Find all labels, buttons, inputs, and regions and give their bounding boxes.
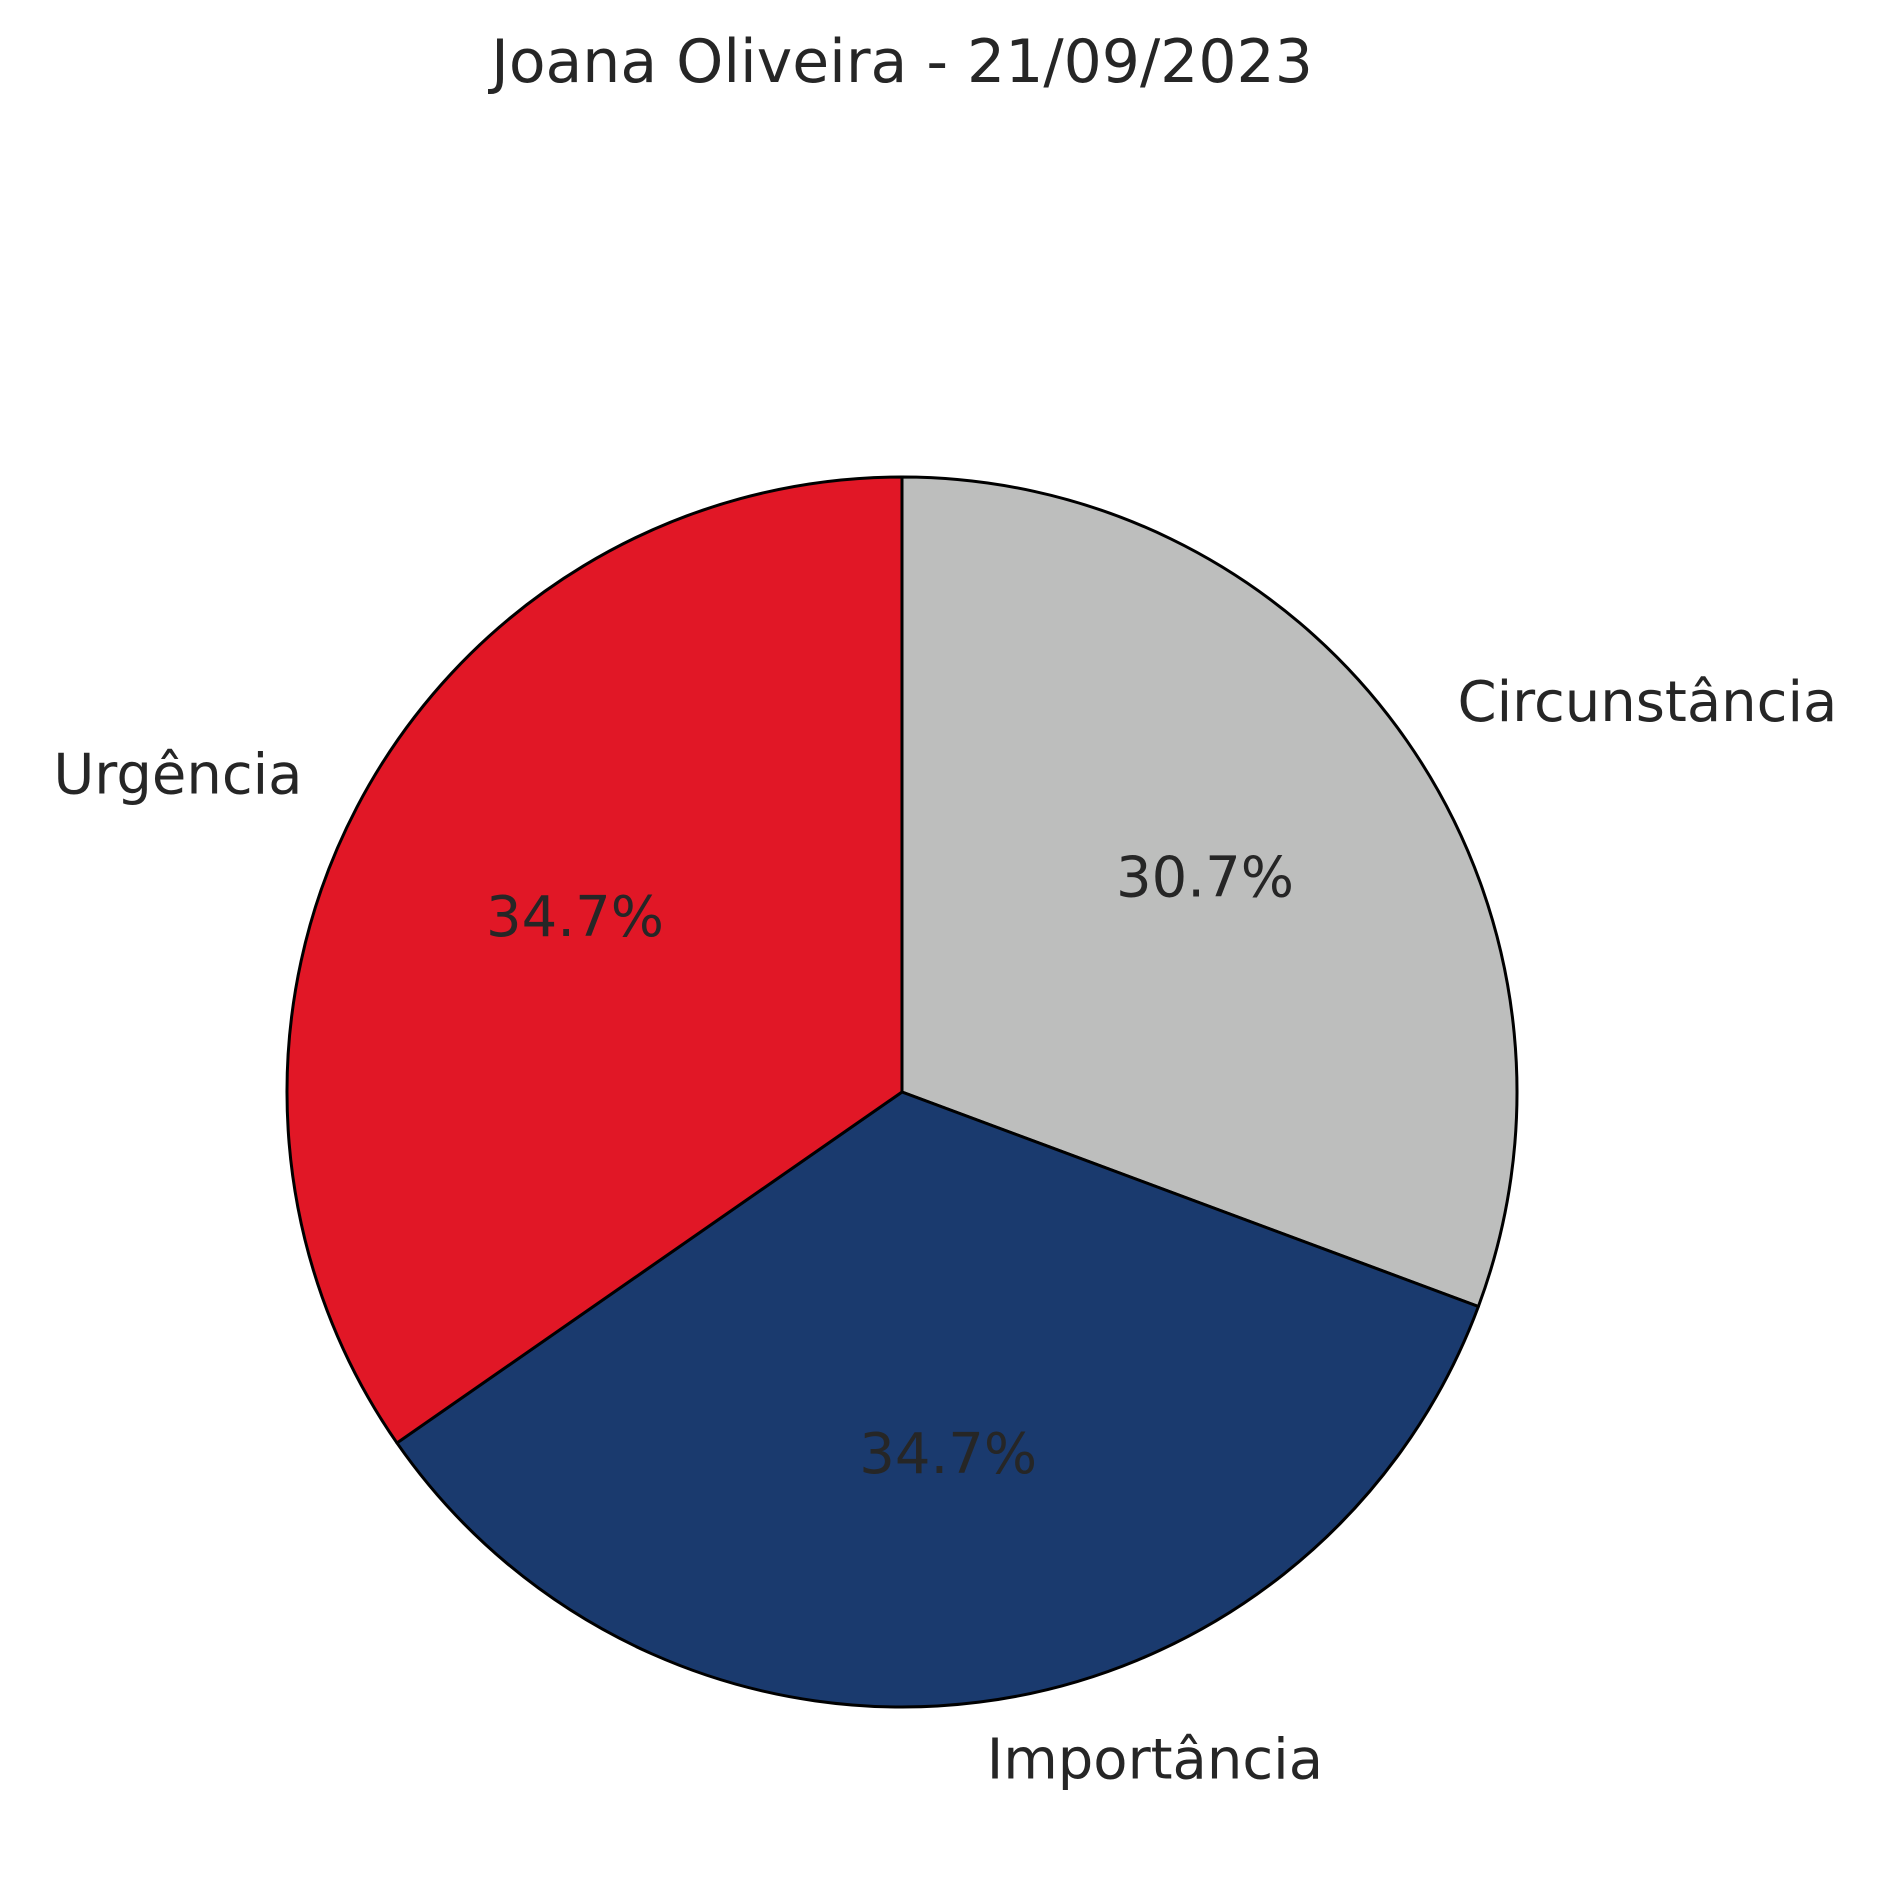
slice-labels: Circunstância Importância Urgência: [53, 670, 1837, 1792]
pie-slice-2: [285, 475, 904, 1445]
pie-slice-1: [395, 1090, 1480, 1709]
slice-percentage-0: 30.7%: [1116, 846, 1294, 911]
slice-percentage-2: 34.7%: [486, 885, 664, 950]
slice-percentage-1: 34.7%: [859, 1422, 1037, 1487]
percentage-labels: 30.7% 34.7% 34.7%: [486, 846, 1294, 1488]
slice-label-2: Urgência: [53, 743, 302, 808]
pie-slices: [285, 475, 1519, 1709]
slice-label-0: Circunstância: [1458, 670, 1838, 735]
chart-title: Joana Oliveira - 21/09/2023: [487, 27, 1313, 97]
slice-label-1: Importância: [987, 1727, 1323, 1792]
pie-slice-0: [900, 475, 1519, 1308]
